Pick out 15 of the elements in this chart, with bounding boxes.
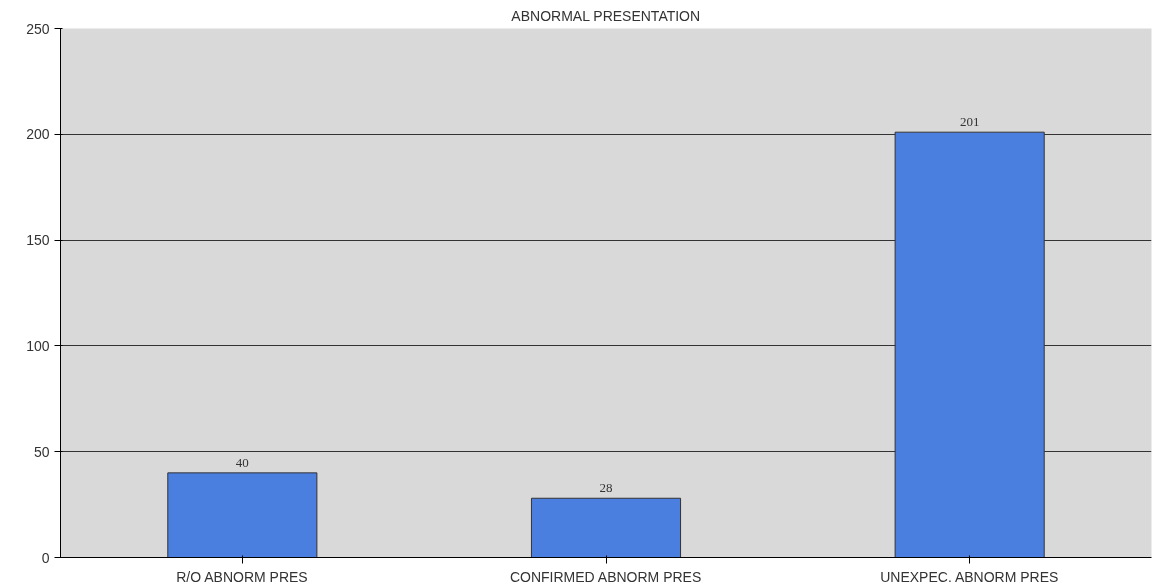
y-tick-label: 150 <box>26 232 50 249</box>
y-tick-label: 200 <box>26 126 50 143</box>
data-label: 40 <box>235 454 249 470</box>
x-tick-label: CONFIRMED ABNORM PRES <box>509 568 702 585</box>
x-tick-label: UNEXPEC. ABNORM PRES <box>880 568 1059 585</box>
bar <box>167 472 318 558</box>
y-tick-label: 100 <box>26 337 50 354</box>
chart-title: ABNORMAL PRESENTATION <box>511 7 701 24</box>
y-tick-label: 0 <box>41 549 50 566</box>
x-tick-label: R/O ABNORM PRES <box>176 568 308 585</box>
data-label: 28 <box>599 480 613 496</box>
bar <box>530 497 682 558</box>
y-tick-label: 50 <box>33 443 50 460</box>
data-label: 201 <box>959 114 980 130</box>
y-tick-label: 250 <box>26 20 50 37</box>
